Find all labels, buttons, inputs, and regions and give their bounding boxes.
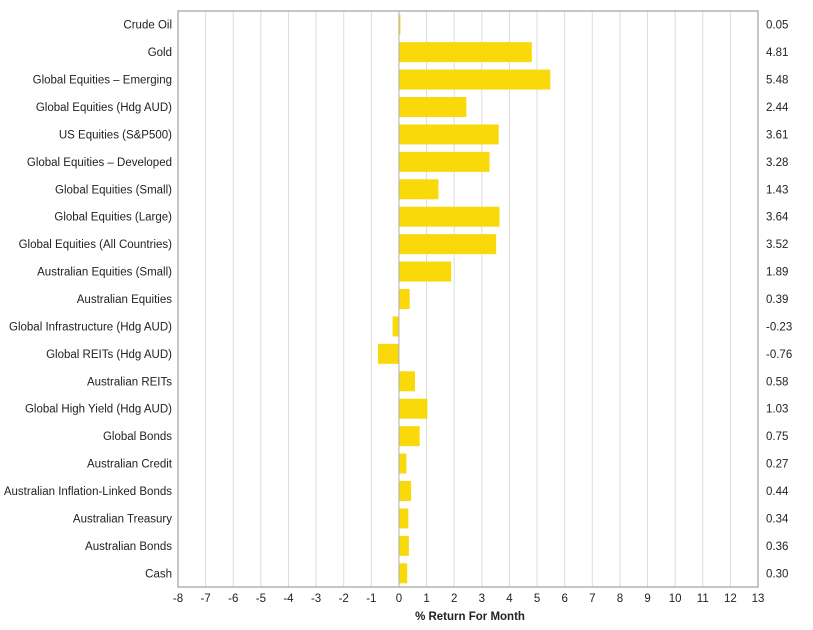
category-label: Global Equities (Small)	[55, 184, 172, 196]
x-tick-label: 8	[617, 593, 623, 605]
data-label: 4.81	[766, 47, 788, 59]
category-label: Australian Credit	[87, 459, 173, 471]
category-label: Australian Equities	[77, 294, 172, 306]
category-label: Australian Equities (Small)	[37, 267, 172, 279]
bar	[398, 289, 410, 309]
data-label: -0.76	[766, 349, 792, 361]
x-tick-label: 12	[724, 593, 737, 605]
x-tick-label: 1	[423, 593, 429, 605]
category-label: Global Equities (Large)	[54, 212, 172, 224]
data-label: -0.23	[766, 321, 792, 333]
x-tick-label: -8	[173, 593, 183, 605]
data-label: 2.44	[766, 102, 789, 114]
bar	[398, 206, 500, 227]
x-tick-label: 5	[534, 593, 540, 605]
x-tick-label: -7	[201, 593, 211, 605]
data-label: 1.43	[766, 184, 788, 196]
bar	[398, 398, 428, 419]
bar	[398, 453, 407, 474]
bar	[398, 535, 409, 556]
data-label: 5.48	[766, 75, 788, 87]
category-label: Global High Yield (Hdg AUD)	[25, 404, 172, 416]
x-tick-label: 2	[451, 593, 457, 605]
plot-frame	[177, 10, 759, 588]
data-label: 3.52	[766, 239, 788, 251]
bar	[398, 42, 532, 63]
x-tick-label: 10	[669, 593, 682, 605]
bar	[398, 563, 408, 584]
category-label: Australian Inflation-Linked Bonds	[4, 486, 172, 498]
bar	[398, 234, 497, 255]
category-label: US Equities (S&P500)	[59, 129, 172, 141]
x-tick-label: 6	[561, 593, 567, 605]
x-axis-label: % Return For Month	[415, 611, 525, 623]
bar	[398, 124, 499, 145]
category-label: Australian REITs	[87, 376, 172, 388]
bar	[392, 316, 399, 337]
data-label: 3.28	[766, 157, 788, 169]
x-tick-label: 13	[752, 593, 765, 605]
x-tick-label: 11	[697, 593, 709, 605]
x-tick-label: -6	[228, 593, 238, 605]
bar	[398, 261, 452, 282]
x-tick-label: 4	[506, 593, 513, 605]
bar	[398, 371, 415, 392]
bar	[398, 69, 551, 90]
bar	[398, 179, 439, 200]
data-label: 0.58	[766, 376, 788, 388]
data-label: 0.34	[766, 513, 789, 525]
category-label: Global Equities (All Countries)	[19, 239, 173, 251]
bar	[377, 343, 399, 364]
category-label: Global Equities – Emerging	[33, 75, 172, 87]
data-label: 3.61	[766, 129, 788, 141]
x-tick-label: 0	[396, 593, 402, 605]
bar	[398, 426, 420, 447]
x-tick-label: 3	[479, 593, 485, 605]
data-label: 3.64	[766, 212, 789, 224]
category-label: Cash	[145, 568, 172, 580]
x-tick-label: 7	[589, 593, 595, 605]
category-label: Global Equities (Hdg AUD)	[36, 102, 172, 114]
category-label: Australian Treasury	[73, 513, 172, 525]
bar	[398, 481, 412, 501]
data-label: 0.75	[766, 431, 788, 443]
data-label: 0.30	[766, 568, 788, 580]
x-tick-label: -3	[311, 593, 321, 605]
category-label: Global Equities – Developed	[27, 157, 172, 169]
x-tick-label: -2	[339, 593, 349, 605]
data-label: 0.05	[766, 20, 788, 32]
data-label: 1.03	[766, 404, 788, 416]
data-label: 0.36	[766, 541, 788, 553]
bar	[398, 508, 409, 529]
bar	[398, 97, 467, 117]
data-label: 0.27	[766, 459, 788, 471]
category-label: Global Infrastructure (Hdg AUD)	[9, 321, 172, 333]
x-tick-label: 9	[644, 593, 650, 605]
data-label: 0.39	[766, 294, 788, 306]
data-label: 1.89	[766, 267, 788, 279]
category-label: Australian Bonds	[85, 541, 172, 553]
category-label: Crude Oil	[123, 20, 172, 32]
bar	[398, 151, 490, 172]
category-label: Global Bonds	[103, 431, 172, 443]
category-label: Gold	[148, 47, 172, 59]
bar	[398, 14, 401, 35]
x-tick-label: -5	[256, 593, 266, 605]
x-tick-label: -1	[366, 593, 376, 605]
data-label: 0.44	[766, 486, 789, 498]
category-label: Global REITs (Hdg AUD)	[46, 349, 172, 361]
x-tick-label: -4	[283, 593, 294, 605]
